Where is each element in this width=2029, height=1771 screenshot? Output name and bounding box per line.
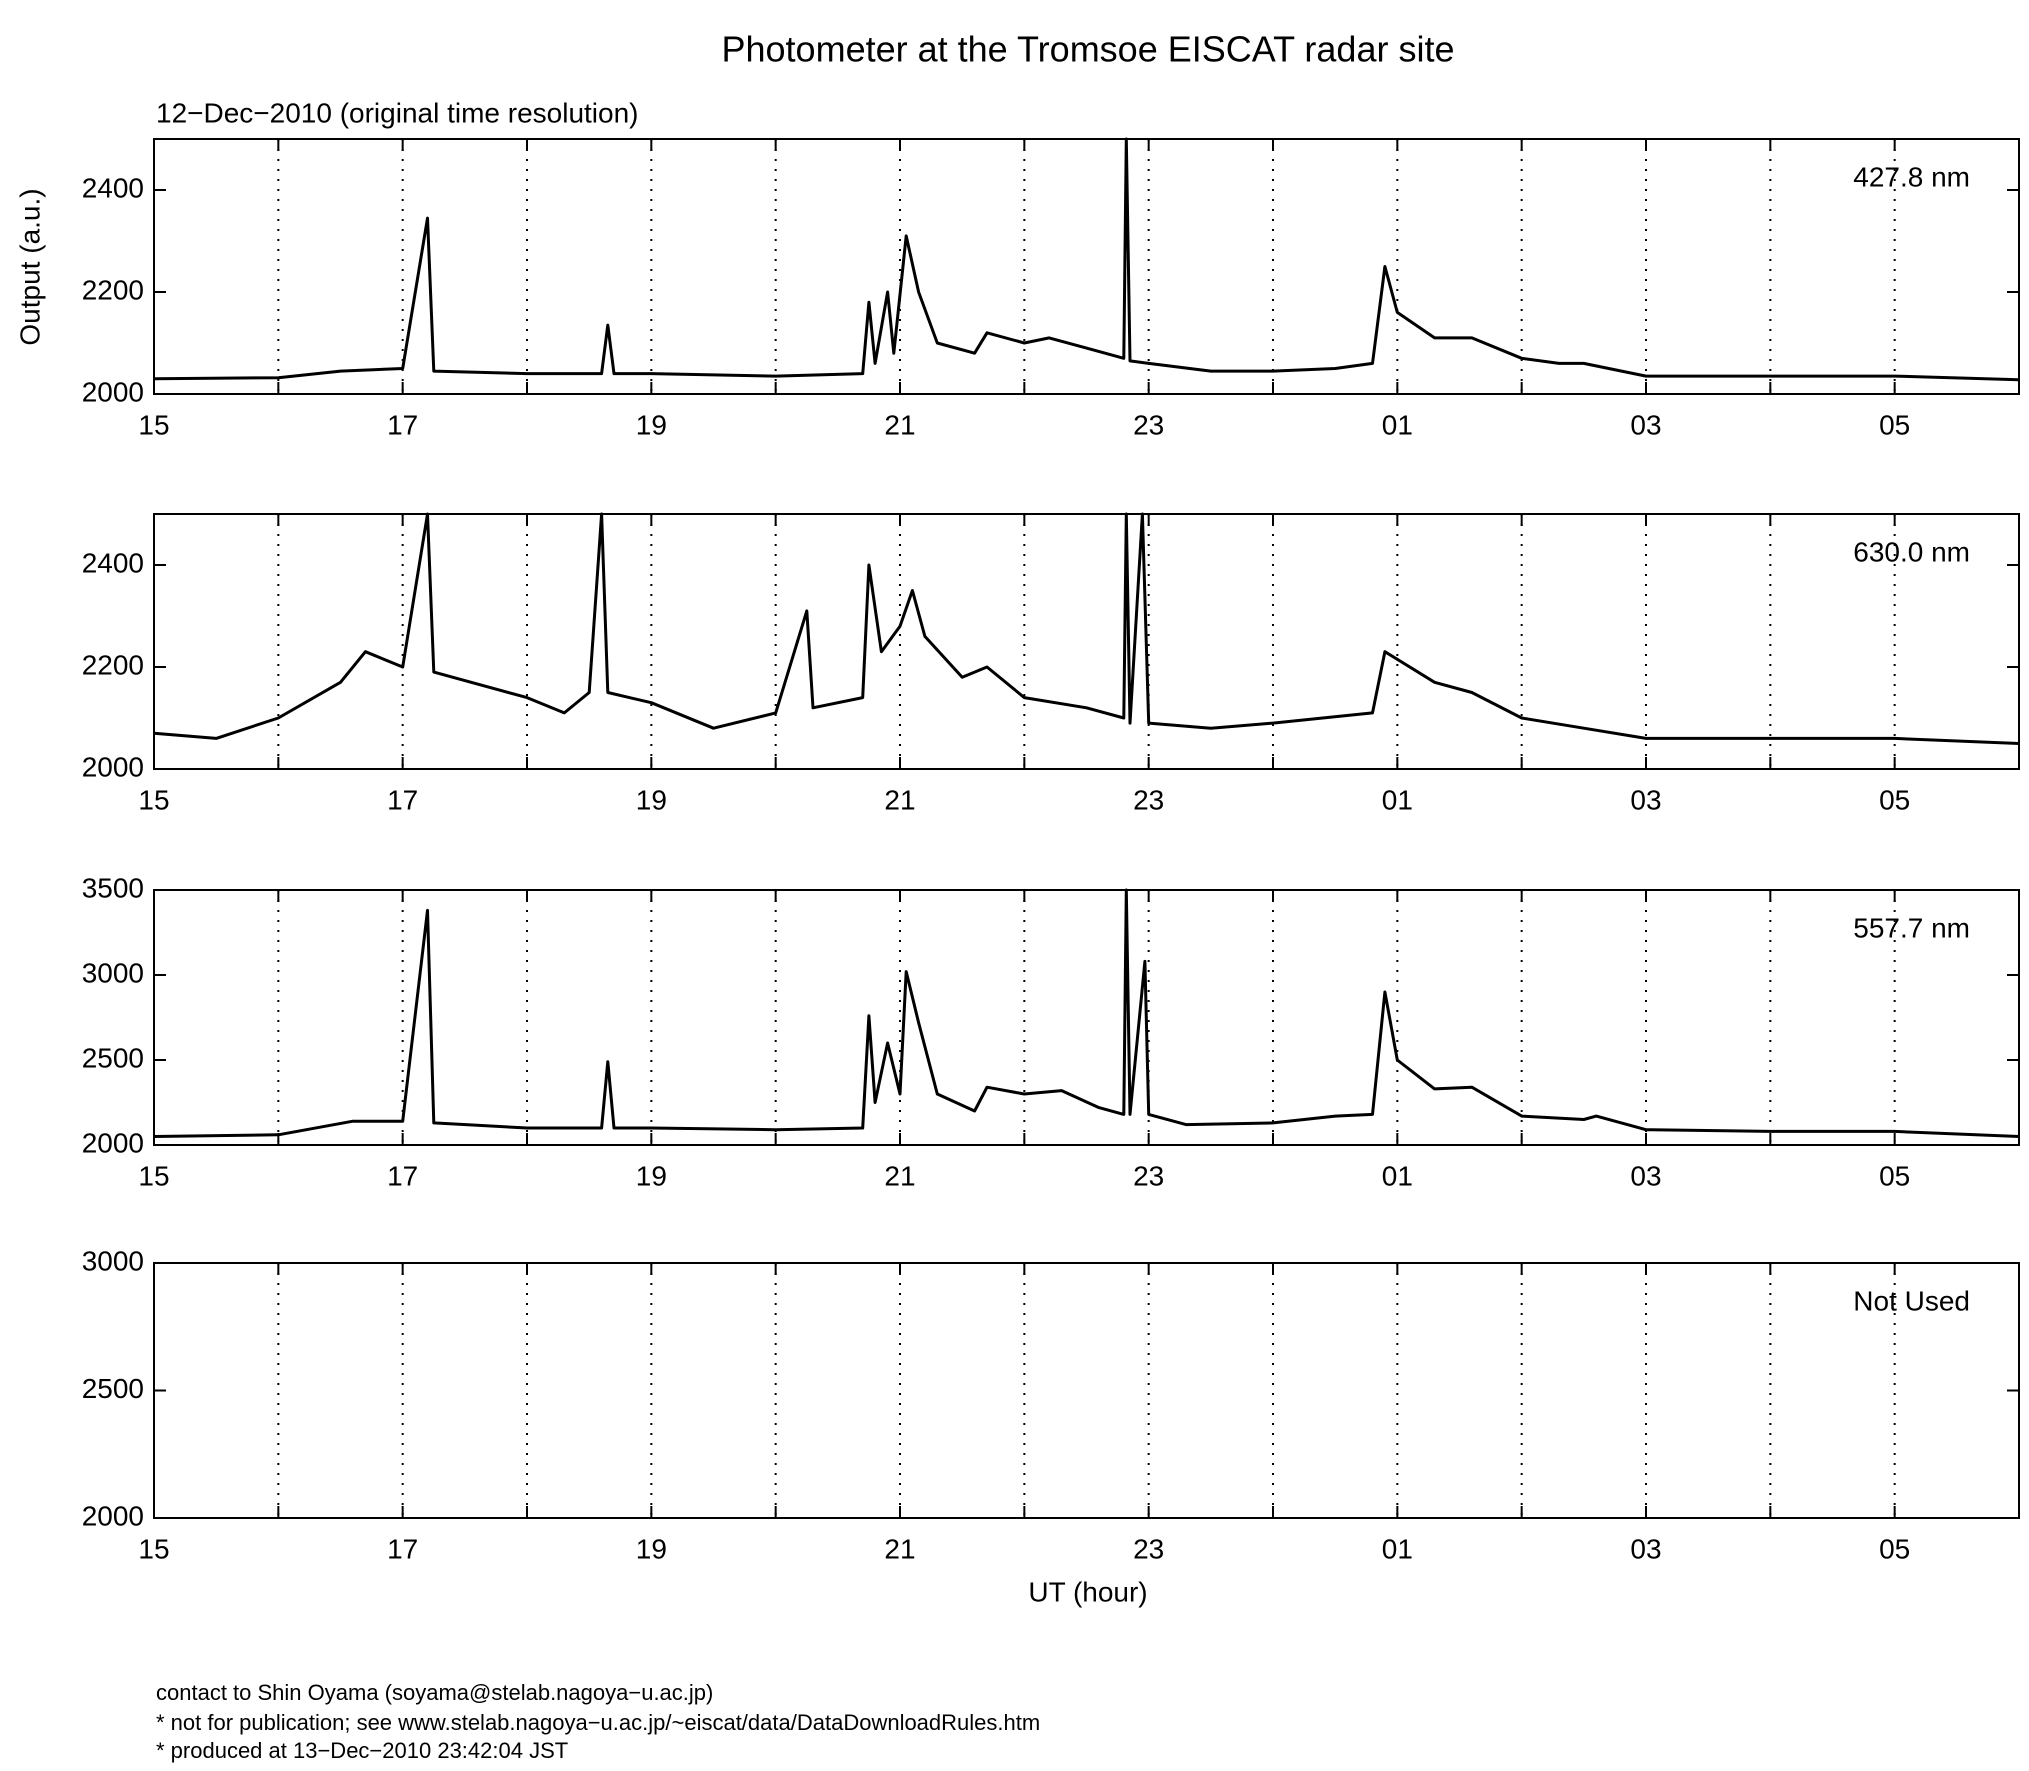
- axes-frame: [153, 889, 2020, 1146]
- panel-label: 630.0 nm: [1853, 536, 1970, 567]
- x-tick-label: 05: [1879, 1160, 1910, 1191]
- x-tick-label: 15: [138, 409, 169, 440]
- y-tick-label: 2500: [82, 1042, 144, 1073]
- y-tick-label: 3000: [82, 957, 144, 988]
- x-tick-label: 05: [1879, 784, 1910, 815]
- x-tick-label: 23: [1133, 1160, 1164, 1191]
- x-tick-label: 21: [884, 409, 915, 440]
- axes-frame: [153, 138, 2020, 395]
- figure-title: Photometer at the Tromsoe EISCAT radar s…: [722, 29, 1455, 70]
- footer-line: * not for publication; see www.stelab.na…: [156, 1710, 1040, 1735]
- x-tick-label: 21: [884, 784, 915, 815]
- y-tick-label: 2500: [82, 1373, 144, 1404]
- panel-label: 427.8 nm: [1853, 161, 1970, 192]
- x-tick-label: 19: [636, 409, 667, 440]
- y-tick-label: 2200: [82, 274, 144, 305]
- x-tick-label: 17: [387, 1533, 418, 1564]
- x-tick-label: 03: [1630, 409, 1661, 440]
- x-tick-label: 23: [1133, 409, 1164, 440]
- y-tick-label: 2400: [82, 547, 144, 578]
- x-tick-label: 17: [387, 409, 418, 440]
- x-tick-label: 15: [138, 1160, 169, 1191]
- y-tick-label: 2000: [82, 1127, 144, 1158]
- panel-label: Not Used: [1853, 1285, 1970, 1316]
- data-line: [153, 888, 2020, 1138]
- x-tick-label: 01: [1382, 1533, 1413, 1564]
- x-tick-label: 03: [1630, 784, 1661, 815]
- x-tick-label: 03: [1630, 1533, 1661, 1564]
- footer-line: * produced at 13−Dec−2010 23:42:04 JST: [156, 1738, 568, 1763]
- x-tick-label: 19: [636, 784, 667, 815]
- data-line: [153, 137, 2020, 382]
- axes-frame: [153, 513, 2020, 770]
- x-tick-label: 05: [1879, 1533, 1910, 1564]
- y-tick-label: 2400: [82, 172, 144, 203]
- y-tick-label: 2000: [82, 751, 144, 782]
- x-tick-label: 03: [1630, 1160, 1661, 1191]
- y-tick-label: 3000: [82, 1245, 144, 1276]
- axes-frame: [153, 1262, 2020, 1519]
- x-tick-label: 21: [884, 1533, 915, 1564]
- x-tick-label: 01: [1382, 1160, 1413, 1191]
- x-tick-label: 23: [1133, 784, 1164, 815]
- x-tick-label: 21: [884, 1160, 915, 1191]
- x-tick-label: 19: [636, 1160, 667, 1191]
- x-tick-label: 17: [387, 1160, 418, 1191]
- subtitle: 12−Dec−2010 (original time resolution): [156, 97, 639, 128]
- y-tick-label: 2000: [82, 1500, 144, 1531]
- panel-label: 557.7 nm: [1853, 912, 1970, 943]
- x-tick-label: 01: [1382, 409, 1413, 440]
- x-tick-label: 15: [138, 784, 169, 815]
- x-axis-label: UT (hour): [1028, 1576, 1147, 1607]
- y-tick-label: 2000: [82, 376, 144, 407]
- x-tick-label: 01: [1382, 784, 1413, 815]
- x-tick-label: 05: [1879, 409, 1910, 440]
- x-tick-label: 15: [138, 1533, 169, 1564]
- x-tick-label: 17: [387, 784, 418, 815]
- x-tick-label: 19: [636, 1533, 667, 1564]
- y-axis-label: Output (a.u.): [14, 188, 45, 345]
- y-tick-label: 3500: [82, 872, 144, 903]
- footer-line: contact to Shin Oyama (soyama@stelab.nag…: [156, 1680, 713, 1705]
- x-tick-label: 23: [1133, 1533, 1164, 1564]
- y-tick-label: 2200: [82, 649, 144, 680]
- data-line: [153, 512, 2020, 745]
